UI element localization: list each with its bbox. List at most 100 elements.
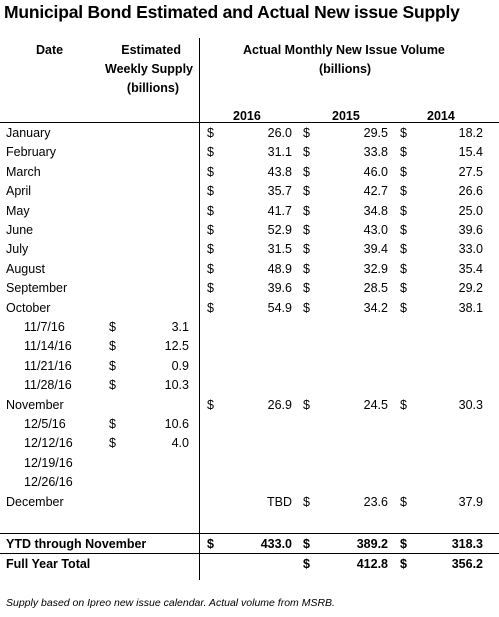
currency-sign: $ (109, 339, 116, 354)
currency-sign: $ (400, 397, 407, 412)
value-y2014: 30.3 (458, 397, 483, 412)
estimated-header-line-2: Weekly Supply (105, 62, 193, 76)
value-y2014: 39.6 (458, 223, 483, 237)
row-label: August (6, 261, 45, 276)
currency-sign: $ (207, 184, 214, 199)
currency-sign: $ (207, 281, 214, 296)
currency-sign: $ (207, 145, 214, 160)
currency-sign: $ (109, 320, 116, 334)
week-date: 11/7/16 (24, 320, 65, 334)
value-y2014: 15.4 (458, 145, 483, 160)
currency-sign: $ (400, 537, 407, 551)
page-title: Municipal Bond Estimated and Actual New … (4, 2, 460, 22)
currency-sign: $ (207, 203, 214, 218)
row-label: February (6, 145, 57, 160)
value-y2016: 26.9 (267, 397, 292, 412)
value-y2014: 26.6 (458, 184, 483, 199)
currency-sign: $ (303, 126, 310, 140)
currency-sign: $ (303, 164, 310, 179)
value-y2014: 38.1 (458, 300, 483, 315)
currency-sign: $ (207, 223, 214, 237)
value-y2015: 34.8 (363, 203, 388, 218)
row-label: November (6, 397, 64, 412)
currency-sign: $ (303, 203, 310, 218)
currency-sign: $ (207, 397, 214, 412)
week-date: 12/19/16 (24, 455, 73, 470)
value-y2016: 31.5 (267, 242, 292, 257)
column-divider (199, 38, 200, 580)
value-y2016: 48.9 (267, 261, 292, 276)
row-label: December (6, 494, 64, 509)
currency-sign: $ (207, 126, 214, 140)
value-y2015: 389.2 (356, 537, 388, 551)
value-y2015: 42.7 (363, 184, 388, 199)
currency-sign: $ (207, 261, 214, 276)
value-y2016: 433.0 (260, 537, 292, 551)
value-y2015: 32.9 (363, 261, 388, 276)
currency-sign: $ (303, 242, 310, 257)
year-header-2016: 2016 (233, 109, 261, 123)
week-date: 11/21/16 (24, 358, 72, 373)
value-y2015: 39.4 (363, 242, 388, 257)
currency-sign: $ (400, 184, 407, 199)
currency-sign: $ (303, 223, 310, 237)
header-rule (0, 122, 499, 123)
estimated-header-line-1: Estimated (121, 43, 181, 57)
currency-sign: $ (207, 242, 214, 257)
value-y2015: 33.8 (363, 145, 388, 160)
currency-sign: $ (303, 494, 310, 509)
year-header-2015: 2015 (332, 109, 360, 123)
currency-sign: $ (207, 164, 214, 179)
row-label: September (6, 281, 68, 296)
year-header-2014: 2014 (427, 109, 455, 123)
value-y2016: 35.7 (267, 184, 292, 199)
currency-sign: $ (109, 378, 116, 393)
currency-sign: $ (303, 145, 310, 160)
actual-header-line-2: (billions) (319, 62, 372, 76)
row-label: March (6, 164, 41, 179)
row-label: June (6, 223, 34, 237)
week-date: 11/28/16 (24, 378, 72, 393)
value-y2014: 33.0 (458, 242, 483, 257)
value-y2015: 412.8 (356, 557, 388, 571)
week-value: 10.3 (164, 378, 189, 393)
date-header: Date (36, 43, 64, 57)
week-date: 11/14/16 (24, 339, 72, 354)
currency-sign: $ (109, 436, 116, 451)
value-y2015: 28.5 (363, 281, 388, 296)
currency-sign: $ (303, 557, 310, 571)
currency-sign: $ (303, 184, 310, 199)
value-y2015: 23.6 (363, 494, 388, 509)
currency-sign: $ (303, 281, 310, 296)
currency-sign: $ (400, 242, 407, 257)
value-y2014: 25.0 (458, 203, 483, 218)
row-label: May (6, 203, 30, 218)
currency-sign: $ (400, 261, 407, 276)
value-y2014: 318.3 (451, 537, 483, 551)
currency-sign: $ (400, 126, 407, 140)
value-y2015: 34.2 (363, 300, 388, 315)
currency-sign: $ (109, 358, 116, 373)
value-y2016: 43.8 (267, 164, 292, 179)
total-rule-top (0, 533, 499, 534)
value-y2014: 29.2 (458, 281, 483, 296)
currency-sign: $ (400, 281, 407, 296)
row-label: October (6, 300, 51, 315)
value-y2014: 27.5 (458, 164, 483, 179)
value-y2016: 52.9 (267, 223, 292, 237)
value-y2014: 35.4 (458, 261, 483, 276)
value-y2016: 41.7 (267, 203, 292, 218)
row-label: Full Year Total (6, 557, 91, 571)
currency-sign: $ (400, 300, 407, 315)
row-label: YTD through November (6, 537, 147, 551)
currency-sign: $ (207, 537, 214, 551)
value-y2016: 26.0 (267, 126, 292, 140)
currency-sign: $ (400, 203, 407, 218)
currency-sign: $ (303, 537, 310, 551)
week-value: 3.1 (171, 320, 189, 334)
currency-sign: $ (400, 494, 407, 509)
row-label: July (6, 242, 29, 257)
value-y2016: 31.1 (267, 145, 292, 160)
week-value: 0.9 (171, 358, 189, 373)
currency-sign: $ (400, 145, 407, 160)
